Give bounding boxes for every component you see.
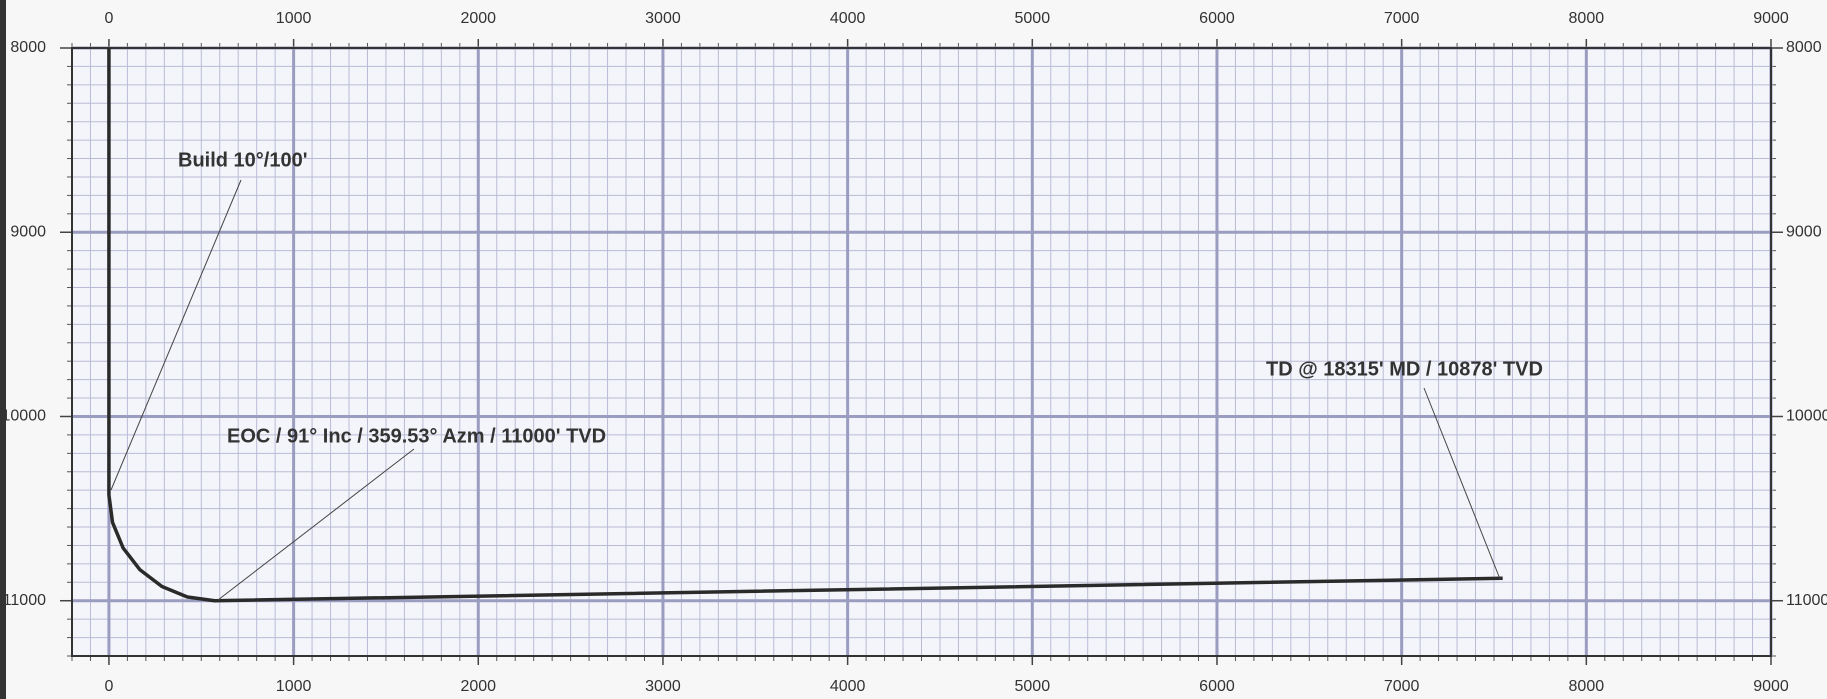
x-tick-label: 8000	[1569, 678, 1605, 695]
x-tick-label: 9000	[1753, 678, 1789, 695]
x-tick-label: 9000	[1753, 10, 1789, 27]
x-tick-label: 1000	[276, 678, 312, 695]
x-tick-label: 6000	[1199, 10, 1235, 27]
plot-frame	[71, 47, 1772, 657]
y-tick-label: 11000	[1786, 592, 1827, 609]
y-tick-label: 8000	[1786, 39, 1822, 56]
well-path	[107, 48, 1503, 603]
annotation: EOC / 91° Inc / 359.53° Azm / 11000' TVD	[227, 425, 606, 447]
x-tick-label: 7000	[1384, 10, 1420, 27]
x-tick-label: 2000	[460, 10, 496, 27]
x-tick-label: 3000	[645, 10, 681, 27]
leader-line	[110, 179, 242, 491]
x-tick-label: 4000	[830, 10, 866, 27]
leader-line	[217, 448, 415, 601]
leader-line	[1423, 387, 1501, 580]
x-tick-label: 2000	[460, 678, 496, 695]
x-tick-label: 3000	[645, 678, 681, 695]
x-tick-label: 5000	[1015, 10, 1051, 27]
annotation: TD @ 18315' MD / 10878' TVD	[1266, 358, 1543, 380]
y-tick-label: 10000	[1786, 408, 1827, 425]
x-tick-label: 4000	[830, 678, 866, 695]
y-tick-label: 8000	[10, 39, 46, 56]
annotation: Build 10°/100'	[178, 149, 307, 171]
x-tick-label: 0	[104, 10, 113, 27]
edge-strip	[0, 0, 6, 699]
x-tick-label: 6000	[1199, 678, 1235, 695]
x-tick-label: 5000	[1015, 678, 1051, 695]
x-tick-label: 0	[104, 678, 113, 695]
y-tick-label: 11000	[3, 592, 46, 609]
x-tick-label: 8000	[1569, 10, 1605, 27]
y-tick-label: 9000	[1786, 223, 1822, 240]
y-tick-label: 10000	[2, 408, 47, 425]
y-tick-label: 9000	[10, 223, 46, 240]
x-tick-label: 7000	[1384, 678, 1420, 695]
x-tick-label: 1000	[276, 10, 312, 27]
